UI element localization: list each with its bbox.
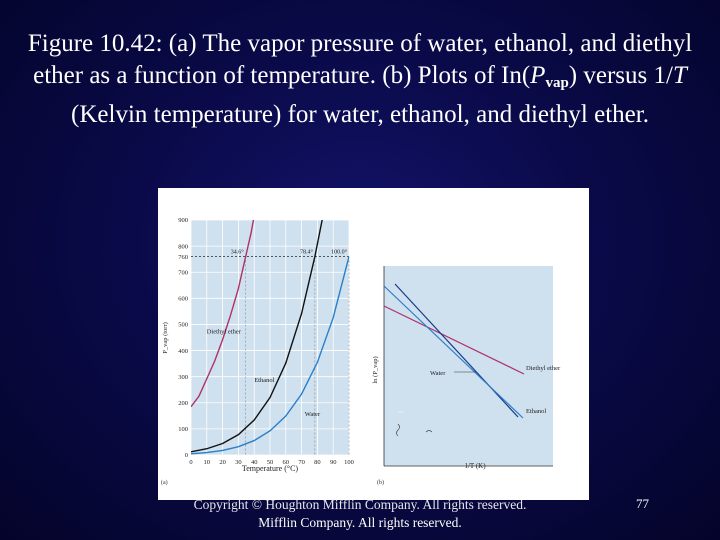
chart-b-series-labels: Diethyl ether Water Ethanol [430,365,561,415]
chart-a-y-tick-label: 100 [178,426,188,433]
chart-a-series-ethanol [191,220,323,453]
chart-a-x-tick-label: 0 [189,459,192,466]
chart-a-boiling-points: 34.6° 78.4° 100.0° [231,249,350,455]
chart-a-ticks: 0 10 20 30 40 50 60 70 80 90 100 0 100 200 300 400 500 60… [178,217,354,466]
chart-a-y-tick-label: 500 [178,322,188,329]
chart-b-label-water: Water [430,370,446,377]
chart-a-x-tick-label: 30 [235,459,242,466]
chart-a-y-tick-label: 700 [178,269,188,276]
title-text-sub: vap [545,75,569,91]
chart-b-series-diethyl-ether [383,305,525,375]
title-text-t: T [672,62,687,89]
chart-a-y-tick-label: 300 [178,374,188,381]
chart-a-bp-label: 78.4° [300,249,314,256]
chart-b: 1/T (K) ln (P_vap) (b) Diethyl ether Wate… [372,266,561,486]
chart-a-label-ethanol: Ethanol [254,377,274,384]
chart-a-ylabel: P_vap (torr) [162,322,169,354]
slide-title: Figure 10.42: (a) The vapor pressure of … [14,28,706,131]
chart-a-panel-label: (a) [161,479,168,486]
chart-a-x-tick-label: 60 [283,459,290,466]
chart-a-y-tick-label: 0 [185,452,188,459]
chart-a-x-tick-label: 10 [204,459,211,466]
chart-a-y-tick-label: 200 [178,400,188,407]
chart-b-label-diethyl-ether: Diethyl ether [526,365,561,372]
chart-a-series-water [191,256,349,455]
chart-a-grid [190,219,350,456]
chart-b-ylabel: ln (P_vap) [372,356,379,383]
title-text-pre: Figure 10.42: (a) The vapor pressure of … [27,30,693,89]
chart-b-panel-label: (b) [377,479,384,486]
chart-b-series [383,283,525,419]
chart-a-series-diethyl-ether [191,220,255,408]
title-text-mid: ) versus 1/ [568,62,673,89]
chart-a-y-tick-label: 900 [178,217,188,224]
page-number: 77 [636,496,649,511]
title-text-post: (Kelvin temperature) for water, ethanol,… [71,101,649,128]
chart-a-y-tick-label: 400 [178,348,188,355]
chart-a-label-water: Water [305,411,321,418]
chart-a-760-label: 760 [178,254,188,261]
chart-a-x-tick-label: 100 [344,459,354,466]
chart-a-series-labels: Diethyl ether Ethanol Water [207,329,321,418]
chart-a-bp-label: 100.0° [331,249,348,256]
title-text-p: P [530,62,546,89]
chart-a-y-tick-label: 600 [178,296,188,303]
chart-b-series-water [394,283,519,418]
chart-a-xlabel: Temperature (°C) [242,464,299,473]
chart-a-x-tick-label: 80 [314,459,321,466]
chart-b-axis-break-y [396,423,400,437]
chart-b-label-ethanol: Ethanol [526,408,546,415]
copyright-line-2: Mifflin Company. All rights reserved. [258,515,462,530]
chart-a-x-tick-label: 40 [251,459,258,466]
chart-a-y-tick-label: 800 [178,243,188,250]
chart-a-x-tick-label: 90 [330,459,337,466]
copyright-notice: Copyright © Houghton Mifflin Company. Al… [160,496,560,532]
chart-a-x-tick-label: 20 [219,459,226,466]
chart-b-xlabel: 1/T (K) [464,462,486,470]
copyright-line-1: Copyright © Houghton Mifflin Company. Al… [193,497,527,512]
chart-b-axis-break-x [425,430,433,433]
chart-a: 34.6° 78.4° 100.0° 0 10 20 30 40 50 60 70 80 90 1000… [161,217,354,486]
figure-panel: 34.6° 78.4° 100.0° 0 10 20 30 40 50 60 70 80 90 100 0… [158,188,589,500]
chart-a-series [191,220,349,455]
chart-a-bp-label: 34.6° [231,249,245,256]
figure-svg: 34.6° 78.4° 100.0° 0 10 20 30 40 50 60 70 80 90 1000… [161,217,561,486]
chart-b-series-ethanol [383,285,524,419]
chart-a-label-diethyl-ether: Diethyl ether [207,329,242,336]
chart-a-x-tick-label: 70 [298,459,305,466]
chart-a-x-tick-label: 50 [267,459,274,466]
